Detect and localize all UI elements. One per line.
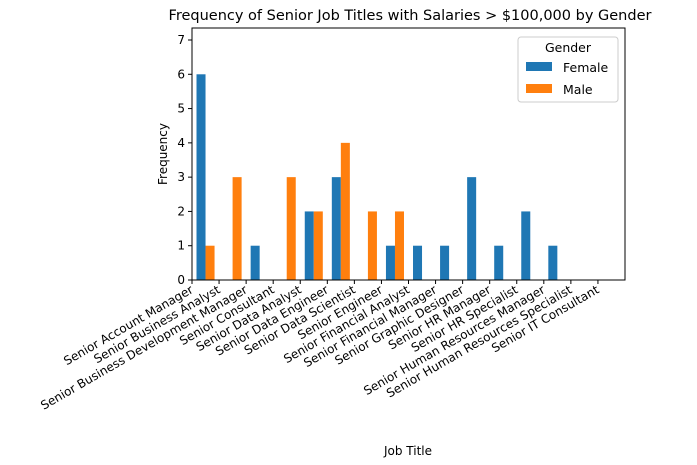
bar-female-9 xyxy=(440,245,450,280)
y-tick-label: 3 xyxy=(177,170,185,184)
bar-male-5 xyxy=(340,142,350,280)
bar-female-5 xyxy=(331,177,341,280)
y-tick-label: 2 xyxy=(177,204,185,218)
bar-male-4 xyxy=(313,211,323,280)
bar-female-8 xyxy=(413,245,423,280)
y-tick-label: 6 xyxy=(177,67,185,81)
bar-female-13 xyxy=(548,245,558,280)
y-tick-label: 7 xyxy=(177,33,185,47)
bar-male-1 xyxy=(232,177,242,280)
bar-female-7 xyxy=(385,245,395,280)
legend-label-male: Male xyxy=(563,82,593,97)
legend: Gender Female Male xyxy=(517,36,619,103)
y-tick-label: 0 xyxy=(177,273,185,287)
bar-male-6 xyxy=(367,211,377,280)
legend-title: Gender xyxy=(545,40,592,55)
chart-title: Frequency of Senior Job Titles with Sala… xyxy=(169,8,652,24)
bar-female-2 xyxy=(250,245,260,280)
bar-male-0 xyxy=(205,245,215,280)
bar-female-10 xyxy=(467,177,477,280)
y-tick-label: 5 xyxy=(177,102,185,116)
x-axis-title: Job Title xyxy=(383,444,432,458)
plot-frame xyxy=(191,27,626,281)
bar-female-11 xyxy=(494,245,504,280)
bar-female-0 xyxy=(196,74,206,280)
bars-group xyxy=(196,74,558,280)
y-tick-label: 4 xyxy=(177,136,185,150)
bar-female-4 xyxy=(304,211,314,280)
y-tick-label: 1 xyxy=(177,239,185,253)
legend-swatch-male xyxy=(526,84,552,93)
legend-swatch-female xyxy=(526,62,552,71)
y-axis-title: Frequency xyxy=(156,123,170,185)
y-axis: 0 1 2 3 4 5 6 7 xyxy=(177,33,192,287)
bar-male-3 xyxy=(286,177,296,280)
legend-label-female: Female xyxy=(563,60,609,75)
bar-male-7 xyxy=(394,211,404,280)
bar-female-12 xyxy=(521,211,531,280)
